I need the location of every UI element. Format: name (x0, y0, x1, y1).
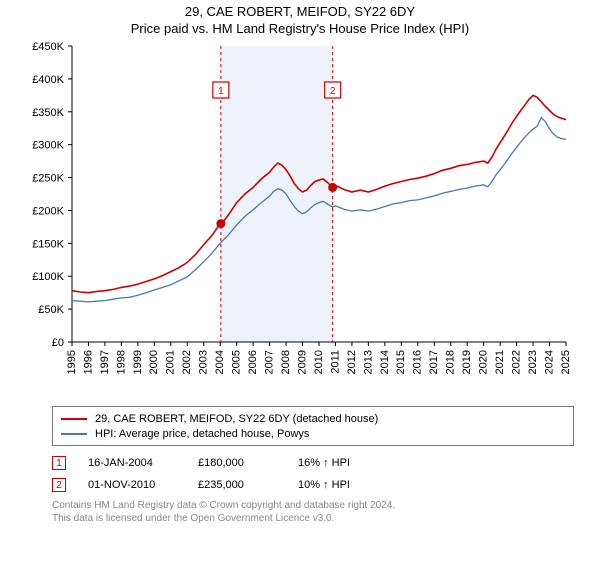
svg-text:2021: 2021 (494, 350, 506, 374)
chart-subtitle: Price paid vs. HM Land Registry's House … (0, 21, 600, 36)
svg-text:£350K: £350K (32, 107, 64, 119)
sale-date: 01-NOV-2010 (88, 479, 198, 491)
chart-plot-area: £0 £50K £100K £150K £200K £250K £300K £350K £400… (20, 42, 580, 402)
svg-text:2003: 2003 (198, 350, 210, 374)
svg-text:£150K: £150K (32, 238, 64, 250)
sale-event-row: 1 16-JAN-2004 £180,000 16% ↑ HPI (52, 452, 574, 474)
svg-text:1997: 1997 (99, 350, 111, 374)
svg-text:£300K: £300K (32, 140, 64, 152)
svg-text:1: 1 (218, 86, 224, 97)
svg-text:2013: 2013 (362, 350, 374, 374)
svg-text:1999: 1999 (132, 350, 144, 374)
svg-text:2020: 2020 (478, 350, 490, 374)
footer-line: This data is licensed under the Open Gov… (52, 513, 574, 526)
svg-text:2005: 2005 (231, 350, 243, 374)
chart-container: 29, CAE ROBERT, MEIFOD, SY22 6DY Price p… (0, 4, 600, 564)
svg-text:2018: 2018 (445, 350, 457, 374)
svg-text:2024: 2024 (543, 350, 555, 374)
sale-marker-badge: 1 (52, 456, 66, 470)
sale-price: £235,000 (198, 479, 298, 491)
svg-text:2004: 2004 (214, 350, 226, 374)
legend-label-series2: HPI: Average price, detached house, Powy… (95, 428, 309, 440)
svg-text:£250K: £250K (32, 173, 64, 185)
sale-price: £180,000 (198, 457, 298, 469)
svg-text:2000: 2000 (148, 350, 160, 374)
svg-text:2011: 2011 (329, 350, 341, 374)
svg-text:2002: 2002 (181, 350, 193, 374)
svg-text:£100K: £100K (32, 271, 64, 283)
svg-text:2010: 2010 (313, 350, 325, 374)
svg-text:2023: 2023 (527, 350, 539, 374)
svg-text:£200K: £200K (32, 205, 64, 217)
footer-line: Contains HM Land Registry data © Crown c… (52, 500, 574, 513)
legend-row-series1: 29, CAE ROBERT, MEIFOD, SY22 6DY (detach… (61, 411, 565, 426)
legend: 29, CAE ROBERT, MEIFOD, SY22 6DY (detach… (52, 406, 574, 446)
svg-text:2015: 2015 (395, 350, 407, 374)
svg-text:2007: 2007 (264, 350, 276, 374)
svg-text:2012: 2012 (346, 350, 358, 374)
svg-text:£400K: £400K (32, 74, 64, 86)
svg-text:£50K: £50K (38, 304, 64, 316)
sale-marker-badge: 2 (52, 478, 66, 492)
svg-text:2016: 2016 (412, 350, 424, 374)
chart-title: 29, CAE ROBERT, MEIFOD, SY22 6DY (0, 4, 600, 19)
legend-swatch-series2 (61, 433, 87, 435)
sale-delta: 16% ↑ HPI (298, 457, 574, 469)
sale-event-row: 2 01-NOV-2010 £235,000 10% ↑ HPI (52, 474, 574, 496)
svg-text:2008: 2008 (280, 350, 292, 374)
legend-row-series2: HPI: Average price, detached house, Powy… (61, 426, 565, 441)
svg-text:2001: 2001 (165, 350, 177, 374)
svg-text:2022: 2022 (511, 350, 523, 374)
legend-label-series1: 29, CAE ROBERT, MEIFOD, SY22 6DY (detach… (95, 413, 378, 425)
svg-text:1998: 1998 (115, 350, 127, 374)
svg-text:£450K: £450K (32, 42, 64, 53)
svg-text:2: 2 (330, 86, 336, 97)
svg-text:1996: 1996 (82, 350, 94, 374)
chart-svg: £0 £50K £100K £150K £200K £250K £300K £350K £400… (20, 42, 580, 402)
sale-date: 16-JAN-2004 (88, 457, 198, 469)
legend-swatch-series1 (61, 418, 87, 420)
svg-text:2025: 2025 (560, 350, 572, 374)
footer-attribution: Contains HM Land Registry data © Crown c… (52, 500, 574, 525)
sale-delta: 10% ↑ HPI (298, 479, 574, 491)
svg-text:2019: 2019 (461, 350, 473, 374)
svg-text:£0: £0 (52, 337, 64, 349)
svg-text:2017: 2017 (428, 350, 440, 374)
sale-events-table: 1 16-JAN-2004 £180,000 16% ↑ HPI 2 01-NO… (52, 452, 574, 496)
svg-text:2014: 2014 (379, 350, 391, 374)
svg-text:1995: 1995 (66, 350, 78, 374)
svg-text:2009: 2009 (296, 350, 308, 374)
svg-text:2006: 2006 (247, 350, 259, 374)
